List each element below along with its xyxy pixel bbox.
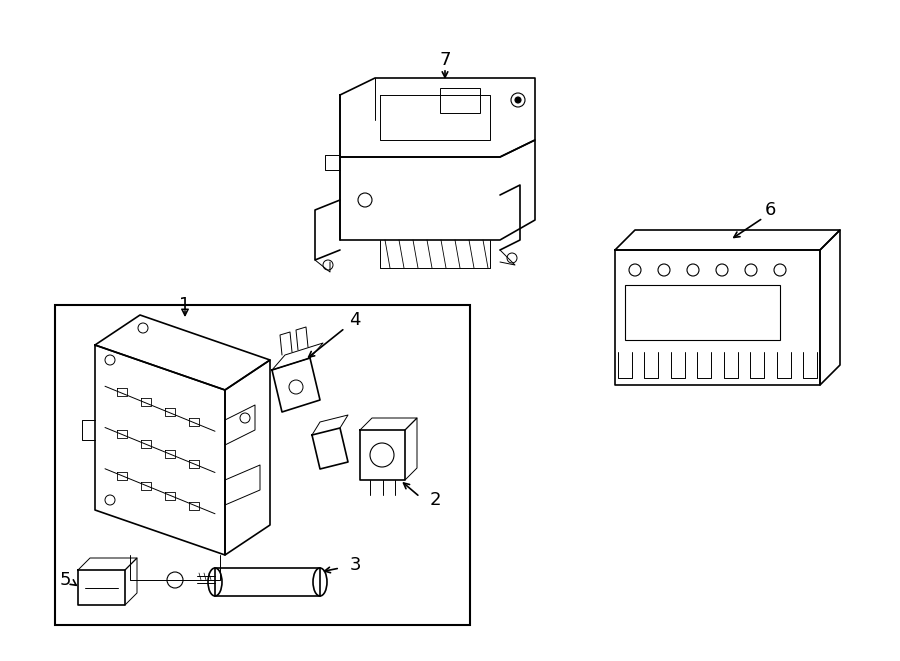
Bar xyxy=(55,305,470,625)
Text: 6: 6 xyxy=(764,201,776,219)
Text: 5: 5 xyxy=(59,571,71,589)
Circle shape xyxy=(515,97,521,103)
Text: 3: 3 xyxy=(349,556,361,574)
Text: 4: 4 xyxy=(349,311,361,329)
Bar xyxy=(215,568,320,596)
Bar xyxy=(625,285,780,340)
Text: 2: 2 xyxy=(429,491,441,509)
Bar xyxy=(440,88,480,113)
Text: 1: 1 xyxy=(179,296,191,314)
Text: 7: 7 xyxy=(439,51,451,69)
